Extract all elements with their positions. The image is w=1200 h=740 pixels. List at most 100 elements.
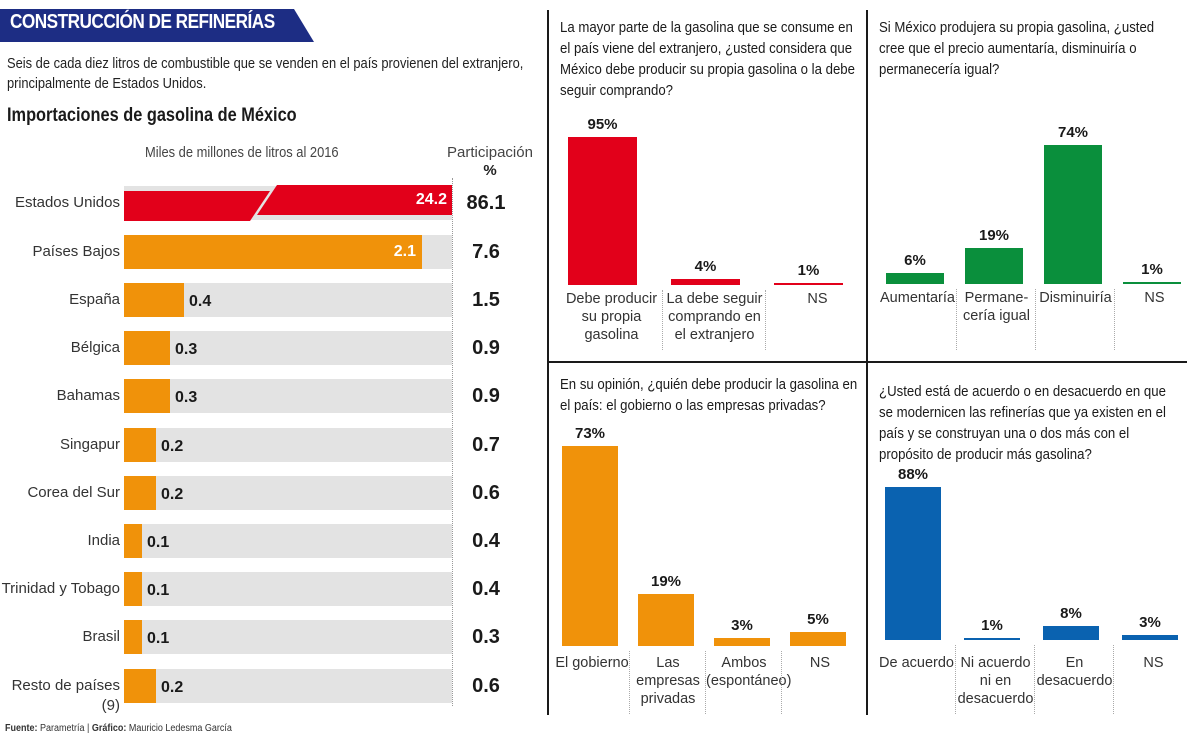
survey-category-label: Ni acuerdo ni en desacuerdo <box>957 655 1034 707</box>
row-label: España <box>69 291 120 308</box>
footer-credits: Fuente: Parametría | Gráfico: Mauricio L… <box>5 723 232 734</box>
category-separator <box>955 645 956 714</box>
survey-bar-value: 3% <box>731 617 753 634</box>
bar-value-label: 0.1 <box>147 534 170 551</box>
share-value: 86.1 <box>466 192 506 214</box>
share-value: 0.6 <box>472 675 500 697</box>
bar-value-label: 0.3 <box>175 341 198 358</box>
share-value: 0.3 <box>472 626 500 648</box>
bar-track <box>124 379 452 413</box>
bar-us-left-segment <box>124 191 270 221</box>
survey-bar <box>1123 282 1181 284</box>
survey-category-label: NS <box>1144 290 1165 306</box>
row-label: India <box>87 532 120 549</box>
page-title: CONSTRUCCIÓN DE REFINERÍAS <box>10 11 275 33</box>
survey-bar <box>885 487 941 640</box>
share-value: 0.4 <box>472 530 500 552</box>
category-separator <box>781 651 782 714</box>
source-label: Fuente: <box>5 723 38 734</box>
survey-bar-value: 5% <box>807 611 829 628</box>
survey-category-label: Las empresas privadas <box>636 655 700 707</box>
title-banner <box>0 9 314 42</box>
survey-bar-value: 19% <box>978 227 1010 244</box>
row-label: Resto de países (9) <box>11 677 120 714</box>
survey-bar <box>562 446 618 646</box>
survey-bar <box>568 137 637 285</box>
share-value: 0.9 <box>472 337 500 359</box>
imports-chart-title: Importaciones de gasolina de México <box>7 105 297 126</box>
share-value: 0.9 <box>472 385 500 407</box>
survey-bar <box>964 638 1020 640</box>
survey-category-label: Debe producir su propia gasolina <box>565 291 658 343</box>
graphic-label: Gráfico: <box>91 723 127 734</box>
survey-bar-value: 6% <box>904 252 926 269</box>
share-column-header: Participación % <box>440 144 540 180</box>
survey-bar <box>1043 626 1099 640</box>
survey-category-label: NS <box>809 655 831 671</box>
row-label: Estados Unidos <box>14 194 120 211</box>
bar-track <box>124 428 452 462</box>
survey-bar <box>638 594 694 646</box>
bar-track <box>124 524 452 558</box>
source-value: Parametría | <box>40 723 90 734</box>
bar <box>124 428 156 462</box>
row-label: Bahamas <box>56 387 120 404</box>
bar <box>124 669 156 703</box>
survey-bar-value: 73% <box>574 425 606 442</box>
category-separator <box>1113 645 1114 714</box>
survey-bar-value: 1% <box>1141 261 1163 278</box>
bar <box>124 379 170 413</box>
category-separator <box>662 290 663 350</box>
category-separator <box>956 289 957 350</box>
category-separator <box>1034 645 1035 714</box>
survey-bar <box>1044 145 1102 284</box>
row-label: Trinidad y Tobago <box>1 580 120 597</box>
category-separator <box>705 651 706 714</box>
survey-bar-value: 88% <box>897 466 929 483</box>
question-4: ¿Usted está de acuerdo o en desacuerdo e… <box>879 383 1166 463</box>
survey-bar-value: 19% <box>650 573 682 590</box>
bar-value-label: 0.3 <box>175 389 198 406</box>
survey-category-label: Disminuiría <box>1039 290 1112 306</box>
survey-bar-value: 95% <box>587 116 618 133</box>
category-separator <box>1114 289 1115 350</box>
bar-value-label: 0.1 <box>147 582 170 599</box>
survey-bar <box>1122 635 1178 640</box>
survey-bar <box>886 273 944 284</box>
survey-category-label: Ambos (espontáneo) <box>706 655 792 689</box>
share-value: 0.6 <box>472 482 500 504</box>
share-value: 7.6 <box>472 241 500 263</box>
bar-value-label: 0.2 <box>161 438 184 455</box>
bar-value-label: 24.2 <box>415 191 447 208</box>
share-column-label: Participación <box>447 144 533 161</box>
survey-bar <box>774 283 843 285</box>
survey-bar <box>965 248 1023 284</box>
survey-bar <box>714 638 770 646</box>
bar <box>124 331 170 365</box>
row-label: Países Bajos <box>32 243 120 260</box>
row-label: Brasil <box>82 628 120 645</box>
bar <box>124 572 142 606</box>
bar-track <box>124 572 452 606</box>
row-label: Corea del Sur <box>27 484 120 501</box>
survey-bar-value: 74% <box>1057 124 1089 141</box>
axis-break-dotted-line <box>452 178 453 706</box>
bar <box>124 524 142 558</box>
share-value: 1.5 <box>472 289 500 311</box>
survey-category-label: En desacuerdo <box>1036 655 1113 689</box>
survey-category-label: El gobierno <box>555 655 629 671</box>
question-3: En su opinión, ¿quién debe producir la g… <box>560 376 858 414</box>
survey-category-label: La debe seguir comprando en el extranjer… <box>666 291 763 343</box>
bar <box>124 476 156 510</box>
survey-category-label: NS <box>1143 655 1164 671</box>
bar-track <box>124 669 452 703</box>
bar <box>124 235 422 269</box>
category-separator <box>1035 289 1036 350</box>
category-separator <box>765 290 766 350</box>
survey-bar-value: 1% <box>797 262 820 279</box>
category-separator <box>629 651 630 714</box>
survey-category-label: Aumentaría <box>880 290 955 306</box>
row-label: Bélgica <box>70 339 120 356</box>
survey-bar-value: 4% <box>694 258 717 275</box>
survey-bar-value: 8% <box>1060 605 1082 622</box>
